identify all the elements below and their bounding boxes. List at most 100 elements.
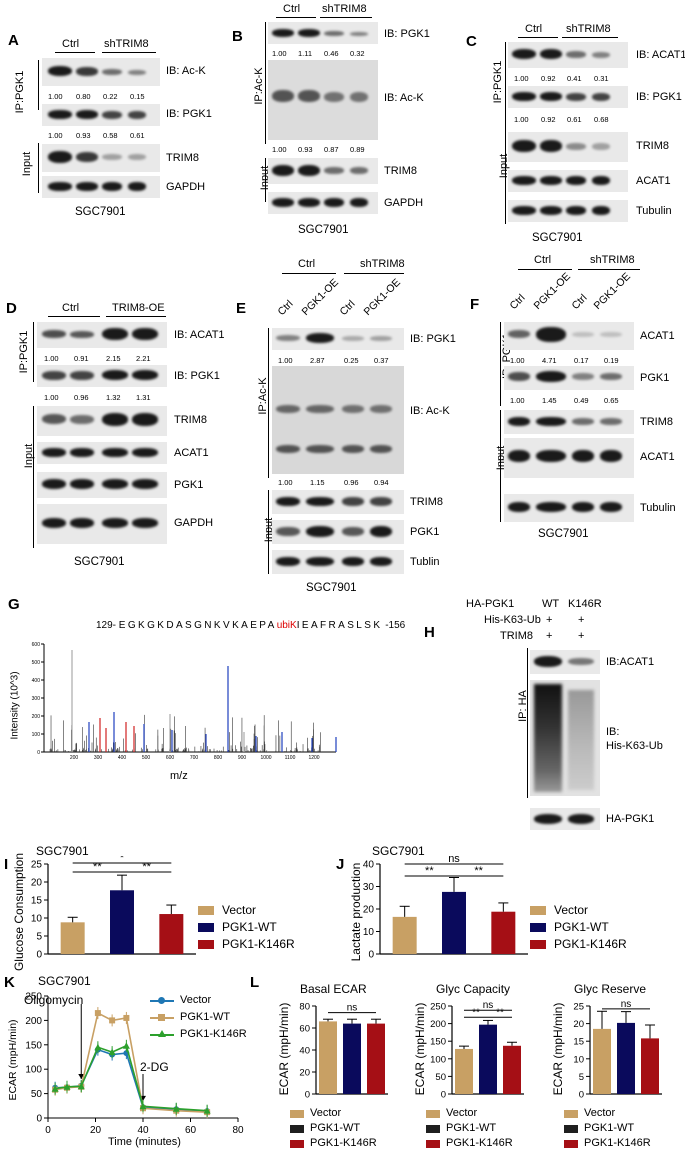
chart-title: SGC7901 — [38, 974, 91, 988]
x-tick-label: 300 — [94, 755, 103, 760]
bar-chart-j: 0 10 20 30 40 ns ** ** — [363, 856, 528, 961]
legend-label: PGK1-WT — [584, 1122, 635, 1134]
annotation-oligomycin: Oligomycin — [24, 993, 84, 1007]
bar — [617, 1022, 635, 1094]
data-point — [203, 1107, 211, 1114]
y-tick-label: 100 — [32, 732, 41, 738]
bar — [60, 922, 85, 954]
quant: 0.92 — [541, 115, 556, 124]
blot-label: TRIM8 — [640, 416, 673, 428]
panel-label-l: L — [250, 974, 260, 991]
seq-suffix: -156 — [385, 620, 406, 631]
blot-label: PGK1 — [410, 526, 440, 538]
quant: 0.91 — [74, 354, 89, 363]
y-tick-label: 10 — [31, 914, 43, 925]
quant: 1.00 — [510, 396, 525, 405]
significance-label: ** — [496, 1007, 504, 1018]
blot-label: Tubulin — [640, 502, 676, 514]
group-trim8oe: TRIM8-OE — [112, 302, 165, 314]
legend-label: PGK1-K146R — [222, 937, 295, 951]
legend-label: PGK1-WT — [446, 1122, 497, 1134]
panel-label-j: J — [336, 856, 345, 873]
y-tick-label: 0 — [368, 950, 374, 961]
lane-label: Ctrl — [275, 297, 296, 318]
panel-label-h: H — [424, 624, 435, 641]
spectrum-ylabel: Intensity (10^3) — [9, 671, 21, 740]
x-tick-label: 40 — [137, 1125, 149, 1136]
chart-ylabel: ECAR (mpH/min) — [277, 1002, 291, 1096]
group-ctrl: Ctrl — [298, 258, 316, 270]
plus-sign: + — [546, 614, 553, 626]
data-point — [94, 1043, 102, 1051]
legend-label: PGK1-WT — [310, 1122, 361, 1134]
significance-label: ns — [621, 999, 632, 1010]
y-tick-label: 20 — [31, 878, 43, 889]
blot-label: Tublin — [410, 556, 440, 568]
quant: 1.32 — [106, 393, 121, 402]
lane-label: PGK1-OE — [531, 270, 574, 312]
blot-label: IB: — [606, 726, 620, 738]
blot-label: GAPDH — [166, 181, 206, 193]
cell-line-label: SGC7901 — [74, 556, 125, 568]
cell-line-label: SGC7901 — [532, 232, 583, 244]
y-tick-label: 250 — [430, 1002, 446, 1013]
quant: 1.00 — [48, 92, 63, 101]
x-tick-label: 800 — [214, 755, 223, 760]
quant: 2.15 — [106, 354, 121, 363]
lane-label: PGK1-OE — [361, 276, 404, 318]
blot-label: ACAT1 — [640, 330, 675, 342]
legend-label: PGK1-K146R — [446, 1137, 513, 1149]
y-tick-label: 20 — [299, 1068, 310, 1079]
annotation-2dg: 2-DG — [140, 1060, 169, 1074]
series-line — [55, 1048, 208, 1112]
quant: 0.31 — [594, 74, 609, 83]
chart-xlabel: Time (minutes) — [108, 1136, 181, 1148]
x-tick-label: 1100 — [285, 755, 296, 760]
chart-title: Glyc Capacity — [436, 982, 511, 996]
y-tick-label: 20 — [363, 905, 375, 916]
x-tick-label: 1000 — [260, 755, 271, 760]
blot-label: HA-PGK1 — [606, 813, 655, 825]
y-tick-label: 80 — [299, 1002, 310, 1013]
x-tick-label: 1200 — [308, 755, 319, 760]
panel-label-g: G — [8, 596, 20, 613]
quant: 0.37 — [374, 356, 389, 365]
data-point — [139, 1102, 147, 1110]
y-tick-label: 100 — [430, 1054, 446, 1065]
quant: 1.00 — [48, 131, 63, 140]
quant: 0.17 — [574, 356, 589, 365]
plus-sign: + — [578, 630, 585, 642]
significance-label: ns — [483, 1000, 494, 1011]
blot-label: IB: PGK1 — [636, 91, 682, 103]
blot-label: IB: PGK1 — [410, 333, 456, 345]
quant: 1.31 — [136, 393, 151, 402]
legend-label: PGK1-K146R — [554, 937, 627, 951]
x-tick-label: 900 — [238, 755, 247, 760]
col-label: K146R — [568, 598, 602, 610]
quant: 0.46 — [324, 49, 339, 58]
group-ctrl: Ctrl — [62, 38, 80, 50]
significance-label: ** — [142, 861, 151, 873]
chart-ylabel: ECAR (mpH/min) — [413, 1002, 427, 1096]
y-tick-label: 5 — [36, 932, 42, 943]
row-label: His-K63-Ub — [484, 614, 541, 626]
y-tick-label: 0 — [441, 1090, 446, 1101]
blot-label: IB: PGK1 — [166, 108, 212, 120]
quant: 1.00 — [44, 354, 59, 363]
blot-label: IB:ACAT1 — [606, 656, 655, 668]
blot-label: IB: PGK1 — [174, 370, 220, 382]
legend-label: PGK1-WT — [222, 920, 277, 934]
y-tick-label: 20 — [573, 1019, 584, 1030]
panel-label-i: I — [4, 856, 9, 873]
bar — [110, 890, 134, 954]
row-label: TRIM8 — [500, 630, 533, 642]
quant: 1.00 — [514, 74, 529, 83]
y-tick-label: 0 — [37, 750, 40, 756]
group-shtrim8: shTRIM8 — [322, 3, 367, 15]
quant: 4.71 — [542, 356, 557, 365]
line-chart-k: 0 50 100 150 200 250 0 20 40 60 80 — [25, 992, 244, 1137]
legend-label: PGK1-K146R — [584, 1137, 651, 1149]
quant: 0.49 — [574, 396, 589, 405]
quant: 1.00 — [278, 478, 293, 487]
blot-label: IB: PGK1 — [384, 28, 430, 40]
